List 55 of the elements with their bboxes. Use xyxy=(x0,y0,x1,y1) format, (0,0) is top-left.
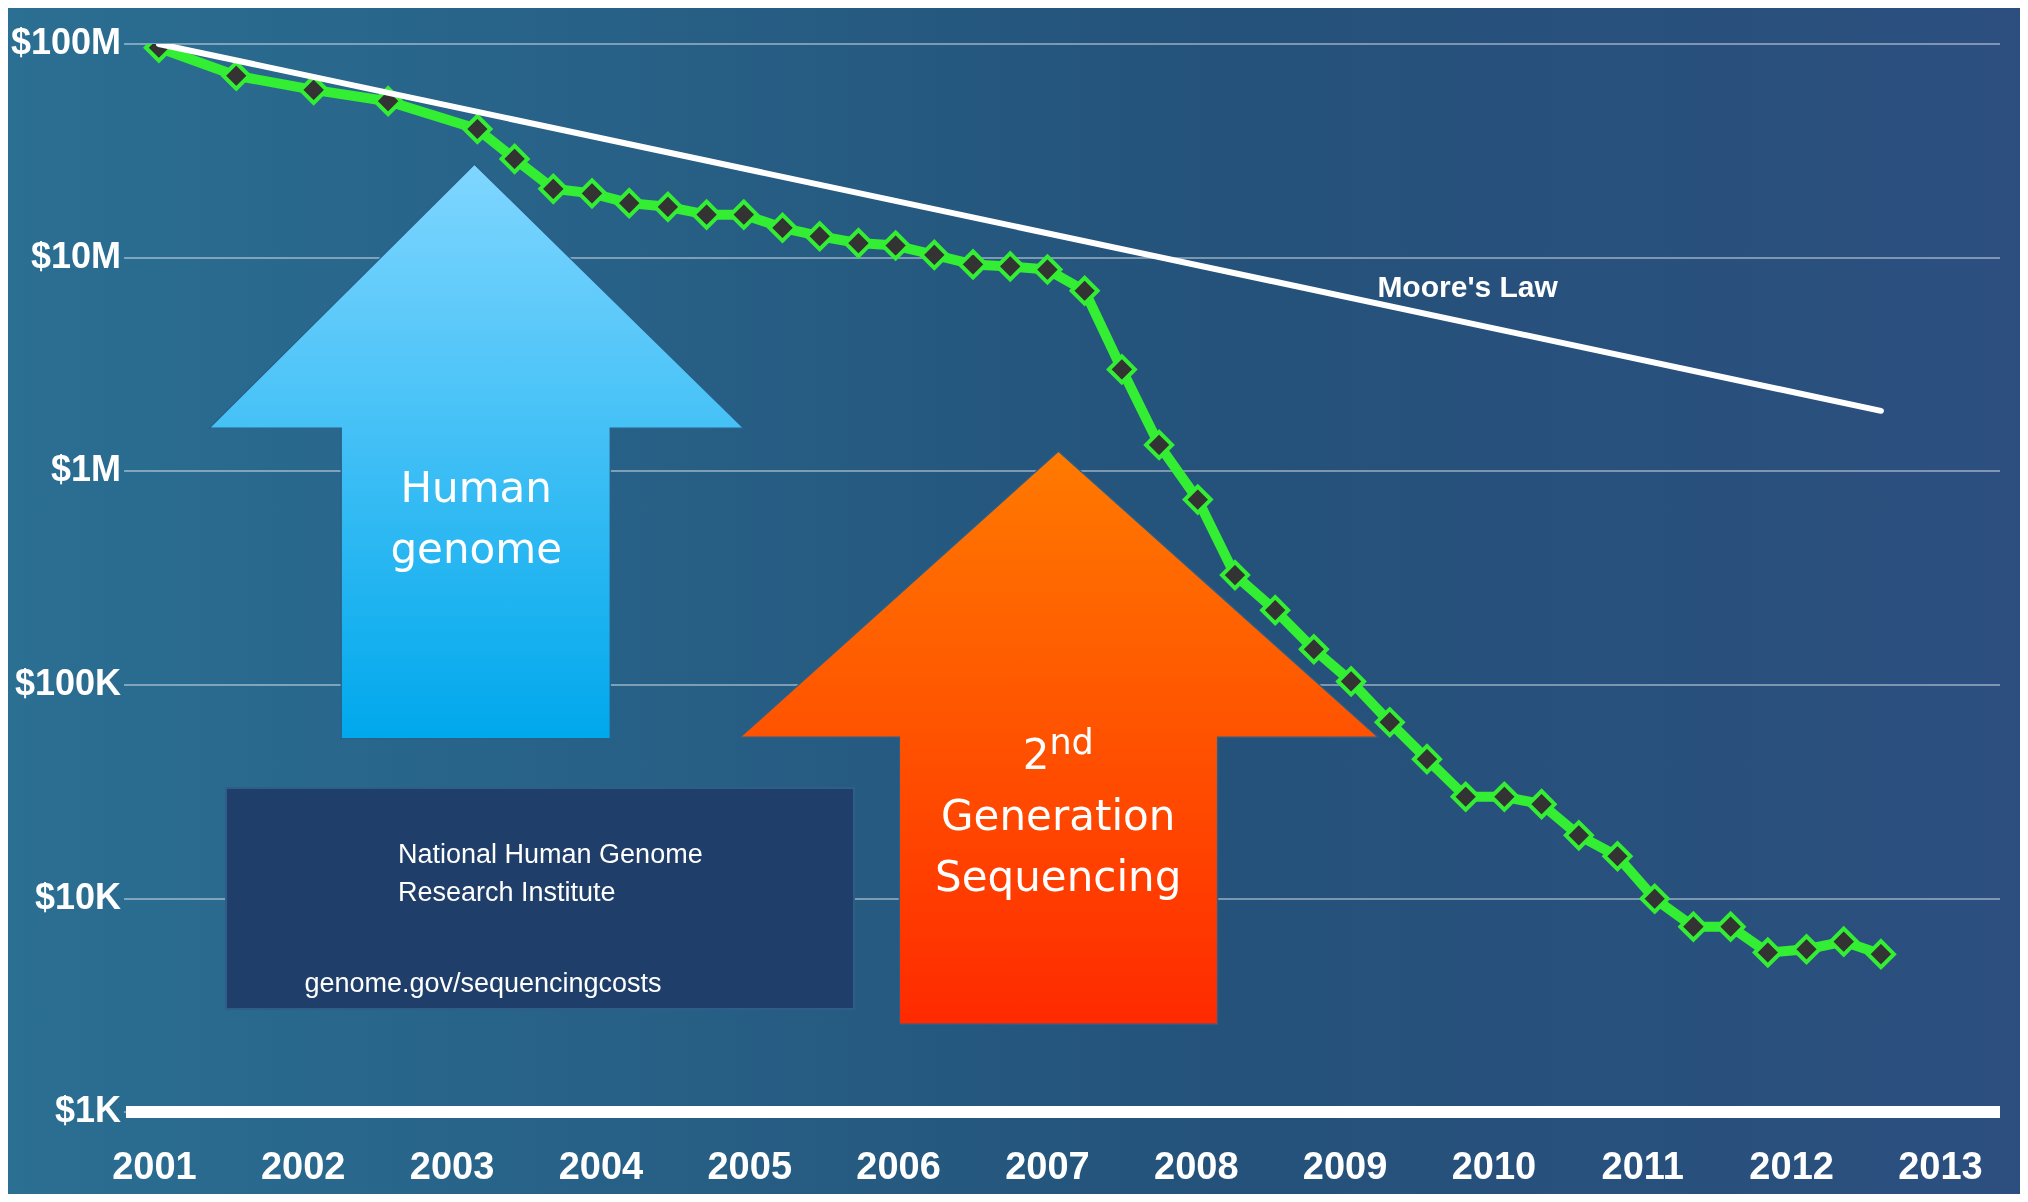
point xyxy=(538,173,569,204)
annotation: genome.gov/sequencingcosts xyxy=(303,966,663,1000)
point xyxy=(1411,744,1442,775)
x-tick-label: 2002 xyxy=(260,1144,346,1187)
point xyxy=(1563,820,1594,851)
point xyxy=(499,143,530,174)
point xyxy=(767,212,798,243)
point xyxy=(1374,707,1405,738)
x-tick-label: 2006 xyxy=(856,1144,941,1187)
point xyxy=(1752,937,1783,968)
annotation: National Human Genome Research Institute xyxy=(398,837,704,909)
y-tick-label: $10K xyxy=(35,875,122,917)
x-tick-label: 2004 xyxy=(558,1144,644,1187)
y-tick-label: $1K xyxy=(55,1089,122,1131)
point xyxy=(1639,883,1670,914)
point xyxy=(1865,939,1896,970)
x-tick-label: 2010 xyxy=(1451,1144,1537,1187)
annotation: 2$^{nd}$ Generation Sequencing xyxy=(934,720,1183,903)
y-tick-label: $100M xyxy=(11,20,122,62)
x-tick-label: 2011 xyxy=(1601,1144,1685,1187)
point xyxy=(1336,666,1367,697)
point xyxy=(1791,934,1822,965)
point xyxy=(221,60,252,91)
x-tick-label: 2001 xyxy=(112,1144,197,1187)
y-tick-label: $10M xyxy=(31,234,122,276)
point xyxy=(919,239,950,270)
x-tick-label: 2007 xyxy=(1005,1144,1090,1187)
series-label: Moore's Law xyxy=(1377,269,1559,303)
x-tick-label: 2012 xyxy=(1749,1144,1834,1187)
point xyxy=(1144,429,1175,460)
point xyxy=(1182,484,1213,515)
x-tick-label: 2003 xyxy=(409,1144,495,1187)
point xyxy=(652,191,683,222)
point xyxy=(995,251,1026,282)
point xyxy=(1106,354,1137,385)
point xyxy=(1069,275,1100,306)
point xyxy=(1260,595,1291,626)
point xyxy=(462,114,493,145)
point xyxy=(1828,926,1859,957)
x-tick-label: 2005 xyxy=(707,1144,793,1187)
point xyxy=(576,178,607,209)
point xyxy=(614,188,645,219)
x-tick-label: 2009 xyxy=(1302,1144,1388,1187)
point xyxy=(880,230,911,261)
annotation: Human genome xyxy=(389,462,563,575)
x-tick-label: 2013 xyxy=(1898,1144,1983,1187)
y-tick-label: $1M xyxy=(51,448,122,490)
point xyxy=(1032,254,1063,285)
point xyxy=(1219,560,1250,591)
point xyxy=(1526,789,1557,820)
point xyxy=(804,221,835,252)
point xyxy=(1602,841,1633,872)
x-tick-label: 2008 xyxy=(1154,1144,1239,1187)
point xyxy=(1298,634,1329,665)
y-tick-label: $100K xyxy=(14,661,122,703)
